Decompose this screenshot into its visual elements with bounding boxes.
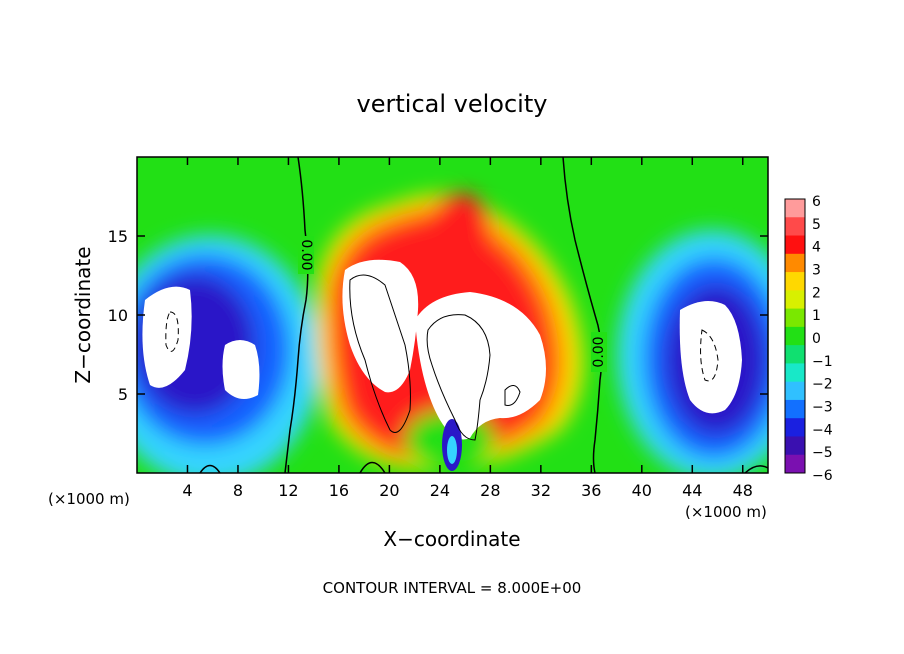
x-axis-label: X−coordinate xyxy=(383,527,520,551)
colorbar-swatch xyxy=(785,308,805,328)
saturated-zones xyxy=(142,259,742,440)
contour-label: 0.00 xyxy=(591,336,607,367)
negative-contour xyxy=(700,329,719,382)
x-tick-label: 28 xyxy=(480,481,500,500)
colorbar-swatch xyxy=(785,436,805,456)
y-axis-label: Z−coordinate xyxy=(71,246,95,383)
y-tick-label: 10 xyxy=(108,306,128,325)
colorbar-label: 2 xyxy=(812,285,821,301)
colorbar-label: −3 xyxy=(812,400,833,416)
x-tick-label: 4 xyxy=(182,481,192,500)
positive-contour xyxy=(349,274,411,433)
contour-interval-footer: CONTOUR INTERVAL = 8.000E+00 xyxy=(323,579,582,597)
colorbar-label: −5 xyxy=(812,445,833,461)
x-units-left: (×1000 m) xyxy=(48,490,130,508)
colorbar-swatch xyxy=(785,235,805,255)
positive-contour xyxy=(504,385,521,406)
colorbar-label: 1 xyxy=(812,308,821,324)
saturated-zone xyxy=(679,301,742,414)
zero-contour xyxy=(359,461,386,473)
saturated-zone xyxy=(142,286,192,388)
colorbar-label: −6 xyxy=(812,468,833,484)
x-tick-label: 44 xyxy=(682,481,702,500)
colorbar-swatch xyxy=(785,399,805,419)
colorbar-swatch xyxy=(785,381,805,401)
contour-label: 0.00 xyxy=(298,239,314,270)
colorbar-swatch xyxy=(785,217,805,237)
colorbar-swatch xyxy=(785,454,805,474)
plot-area: 0.00 0.00 xyxy=(137,157,768,473)
contour-label-bg xyxy=(591,332,607,372)
colorbar-swatch xyxy=(785,199,805,218)
colorbar-label: 4 xyxy=(812,240,821,256)
colorbar-label: −2 xyxy=(812,377,833,393)
x-tick-label: 48 xyxy=(733,481,753,500)
colorbar-frame xyxy=(784,198,806,474)
colorbar-label: 6 xyxy=(812,194,821,210)
colorbar-label: −1 xyxy=(812,354,833,370)
x-tick-label: 32 xyxy=(531,481,551,500)
colorbar-swatch xyxy=(785,363,805,383)
y-axis: 5 10 15 xyxy=(108,227,768,404)
colorbar-swatch xyxy=(785,326,805,346)
chart-title: vertical velocity xyxy=(357,90,548,118)
saturated-zone xyxy=(342,259,419,393)
contour-label-group-2: 0.00 xyxy=(591,332,607,372)
zero-contour xyxy=(284,157,309,473)
colorbar-label: 5 xyxy=(812,217,821,233)
contour-label-group-1: 0.00 xyxy=(298,236,314,274)
x-axis: 4 8 12 16 20 24 28 32 36 40 44 48 xyxy=(182,157,753,500)
updraft-region xyxy=(430,193,490,257)
saturated-zone xyxy=(222,340,260,399)
x-tick-label: 16 xyxy=(329,481,349,500)
positive-contour xyxy=(426,314,491,441)
colorbar-label: 0 xyxy=(812,331,821,347)
negative-contour xyxy=(165,311,179,352)
zero-contour xyxy=(744,465,768,473)
colorbar: 6 5 4 3 2 1 0 −1 −2 −3 −4 −5 −6 xyxy=(784,194,833,484)
zero-contour xyxy=(199,464,221,473)
colorbar-swatch xyxy=(785,345,805,364)
x-tick-label: 8 xyxy=(233,481,243,500)
x-tick-label: 12 xyxy=(278,481,298,500)
colorbar-label: 3 xyxy=(812,263,821,279)
colorbar-label: −4 xyxy=(812,422,833,438)
y-tick-label: 15 xyxy=(108,227,128,246)
x-tick-label: 40 xyxy=(632,481,652,500)
contour-label-bg xyxy=(298,236,314,274)
colorbar-swatch xyxy=(785,253,805,273)
downdraft-core xyxy=(447,436,457,464)
y-tick-label: 5 xyxy=(118,385,128,404)
saturated-zone xyxy=(415,292,546,440)
colorbar-swatch xyxy=(785,272,805,291)
x-units-right: (×1000 m) xyxy=(685,503,767,521)
x-tick-label: 20 xyxy=(379,481,399,500)
colorbar-swatch xyxy=(785,418,805,437)
x-tick-label: 36 xyxy=(581,481,601,500)
colorbar-swatch xyxy=(785,290,805,310)
x-tick-label: 24 xyxy=(430,481,450,500)
